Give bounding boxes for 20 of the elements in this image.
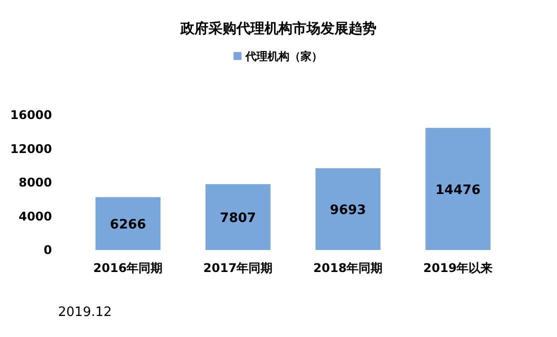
- y-tick-label: 16000: [10, 108, 52, 122]
- x-tick-label: 2016年同期: [93, 261, 163, 275]
- y-tick-label: 12000: [10, 142, 52, 156]
- bar: [206, 184, 270, 250]
- data-label: 9693: [330, 203, 366, 218]
- data-label: 14476: [435, 182, 481, 198]
- bar: [426, 128, 490, 250]
- data-label: 7807: [220, 211, 256, 226]
- text: 2019.12: [58, 305, 112, 320]
- y-tick-label: 0: [44, 243, 52, 257]
- bar: [96, 197, 160, 250]
- x-tick-label: 2019年以来: [423, 261, 493, 275]
- data-label: 6266: [110, 218, 146, 233]
- x-tick-label: 2017年同期: [203, 261, 273, 275]
- chart-title: 政府采购代理机构市场发展趋势: [180, 20, 376, 37]
- legend-label: 代理机构（家）: [244, 50, 322, 63]
- y-tick-label: 8000: [18, 176, 52, 190]
- x-tick-label: 2018年同期: [313, 261, 383, 275]
- bar: [316, 168, 380, 250]
- y-tick-label: 4000: [18, 209, 52, 224]
